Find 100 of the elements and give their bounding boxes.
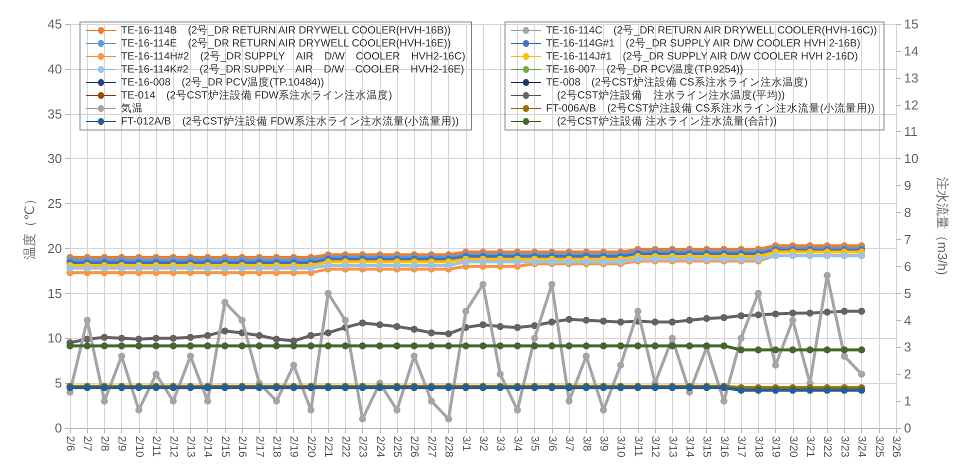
y-tick-label: 35 — [48, 106, 62, 122]
x-tick-label: 3/19 — [770, 436, 782, 458]
point — [668, 342, 676, 350]
point — [100, 398, 108, 405]
point — [273, 342, 280, 350]
x-tick-label: 3/26 — [890, 436, 902, 458]
y-tick-label: 45 — [48, 16, 62, 32]
x-tick-label: 2/14 — [202, 436, 214, 458]
point — [840, 308, 848, 315]
point — [634, 308, 642, 315]
y-tick-label: 30 — [48, 151, 62, 166]
point — [393, 323, 400, 330]
point — [393, 406, 400, 414]
point — [186, 342, 194, 350]
point — [170, 334, 177, 342]
point — [307, 332, 314, 340]
x-tick-label: 2/18 — [270, 436, 282, 458]
x-tick-label: 2/7 — [81, 436, 94, 452]
x-tick-label: 2/19 — [288, 436, 300, 458]
point — [152, 334, 160, 342]
point — [238, 342, 246, 350]
x-tick-label: 3/16 — [718, 436, 730, 458]
x-tick-label: 3/10 — [614, 436, 627, 458]
x-tick-label: 2/6 — [64, 436, 76, 452]
point — [290, 264, 298, 272]
y2-tick-label: 0 — [904, 420, 912, 436]
y2-axis-title: 注水流量（m3/h) — [935, 176, 950, 276]
point — [858, 346, 866, 354]
x-tick-label: 3/23 — [838, 436, 850, 458]
point — [686, 342, 693, 350]
x-tick-label: 2/16 — [236, 436, 248, 458]
point — [806, 386, 814, 394]
point — [170, 342, 177, 350]
x-tick-label: 2/20 — [304, 436, 317, 458]
legend-label: 気温 — [121, 102, 143, 114]
x-tick-label: 3/9 — [597, 436, 610, 452]
point — [307, 406, 314, 414]
point — [738, 334, 745, 342]
y-tick-label: 40 — [48, 61, 62, 76]
point — [410, 352, 418, 360]
point — [824, 386, 831, 394]
y2-tick-label: 9 — [904, 178, 912, 194]
x-tick-label: 3/3 — [494, 436, 506, 452]
legend-label: TE-16-114J#1 (2号_DR SUPPLY AIR D/W COOLER HVH 2-16D) — [546, 50, 858, 62]
x-tick-label: 3/24 — [856, 436, 868, 458]
point — [738, 346, 745, 354]
point — [496, 370, 504, 378]
point — [840, 346, 848, 354]
point — [393, 262, 400, 269]
point — [738, 386, 745, 394]
point — [496, 323, 504, 330]
y2-tick-label: 1 — [904, 394, 912, 409]
point — [290, 342, 298, 350]
point — [118, 264, 126, 272]
point — [118, 352, 126, 360]
x-tick-label: 2/11 — [150, 436, 162, 457]
x-tick-label: 3/15 — [700, 436, 713, 458]
point — [668, 334, 676, 342]
point — [840, 386, 848, 394]
point — [307, 264, 314, 272]
point — [480, 342, 486, 350]
x-tick-label: 2/23 — [356, 436, 369, 458]
point — [806, 346, 814, 354]
x-tick-label: 3/20 — [786, 436, 799, 458]
point — [221, 328, 228, 335]
point — [600, 342, 607, 350]
point — [668, 318, 676, 326]
point — [824, 308, 831, 316]
x-tick-label: 2/22 — [339, 436, 352, 458]
y-tick-label: 20 — [48, 240, 62, 256]
y-tick-label: 25 — [48, 196, 62, 212]
point — [84, 264, 91, 272]
x-tick-label: 2/25 — [390, 436, 403, 458]
legend-label: TE-16-114G#1 (2号_DR SUPPLY AIR D/W COOLER HVH 2-16B) — [546, 38, 860, 50]
x-tick-label: 2/10 — [132, 436, 145, 458]
point — [462, 308, 470, 315]
point — [100, 264, 108, 272]
point — [600, 406, 607, 414]
point — [840, 352, 848, 360]
x-tick-label: 3/6 — [546, 436, 558, 452]
x-tick-label: 3/25 — [872, 436, 885, 458]
point — [393, 342, 400, 350]
y2-tick-label: 15 — [904, 16, 918, 32]
y2-tick-label: 10 — [904, 151, 918, 166]
point — [445, 416, 452, 423]
y2-tick-label: 14 — [904, 43, 918, 58]
point — [824, 346, 831, 354]
point — [738, 312, 745, 320]
x-tick-label: 3/2 — [477, 436, 489, 452]
point — [152, 342, 160, 350]
y-axis-title: 温度（℃） — [22, 192, 37, 260]
point — [428, 329, 435, 336]
point — [772, 310, 780, 318]
point — [754, 386, 762, 394]
point — [617, 342, 624, 350]
point — [514, 406, 521, 414]
y2-tick-label: 3 — [904, 340, 912, 355]
point — [772, 362, 780, 369]
point — [858, 370, 866, 378]
point — [582, 342, 590, 350]
